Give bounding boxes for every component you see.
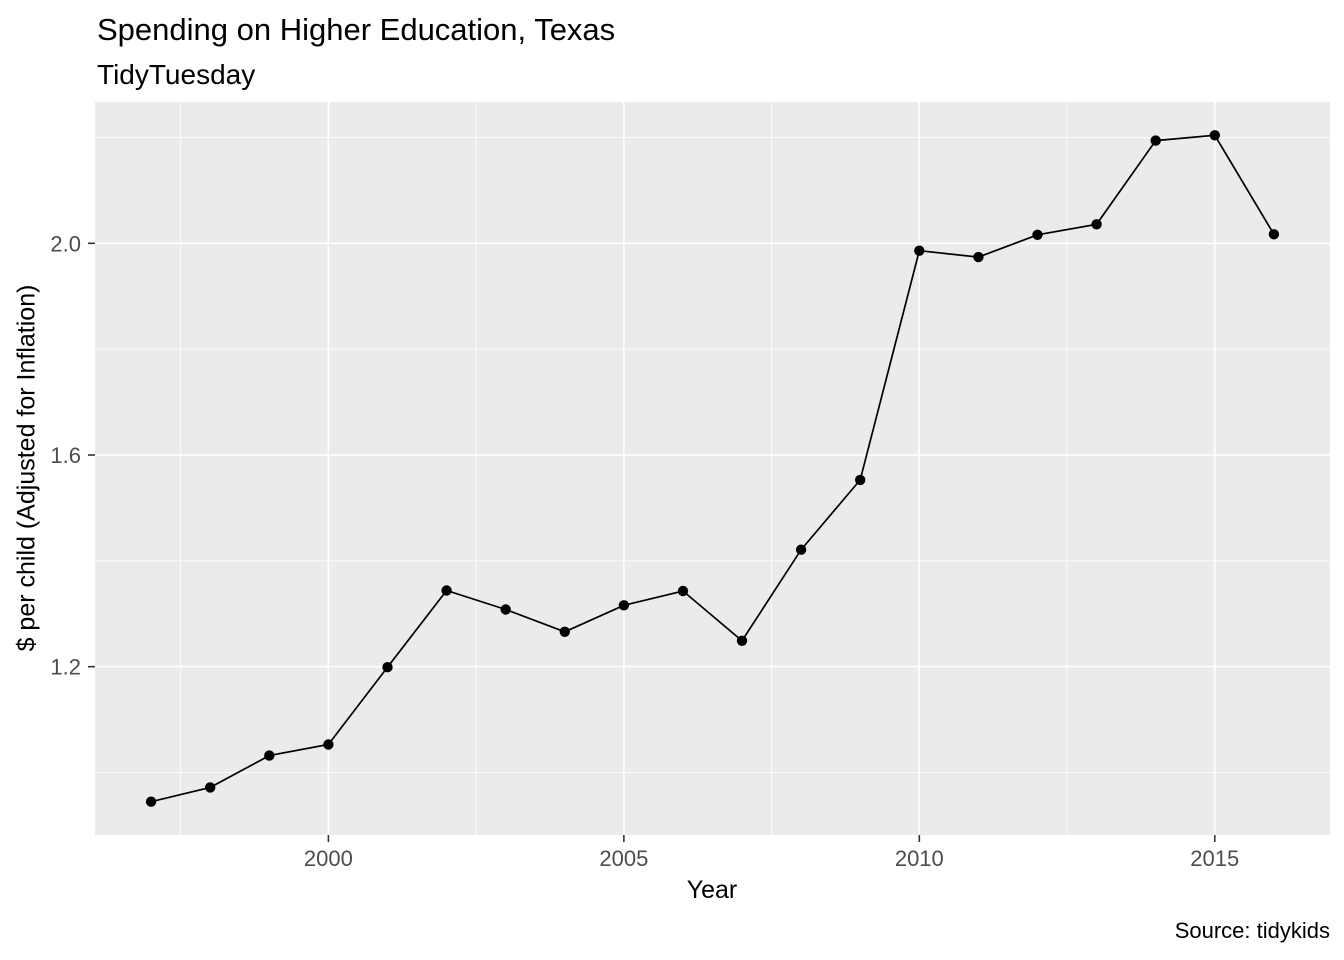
- data-point: [855, 474, 866, 486]
- data-point: [677, 585, 689, 597]
- data-point: [559, 626, 570, 637]
- data-point: [264, 750, 275, 761]
- y-axis-title: $ per child (Adjusted for Inflation): [12, 284, 41, 652]
- data-point: [441, 585, 452, 596]
- data-point: [1032, 229, 1043, 240]
- data-point: [618, 600, 630, 611]
- data-point: [1091, 219, 1102, 230]
- panel-background: [95, 102, 1330, 835]
- chart-title: Spending on Higher Education, Texas: [97, 12, 616, 47]
- x-tick-label: 2015: [1190, 846, 1239, 871]
- data-point: [795, 544, 807, 555]
- data-point: [382, 662, 393, 673]
- data-point: [1209, 130, 1221, 141]
- data-line: [150, 134, 1275, 803]
- data-point: [1150, 135, 1161, 146]
- data-point: [973, 251, 984, 263]
- y-tick-label: 2.0: [50, 231, 81, 256]
- chart-caption: Source: tidykids: [1174, 918, 1330, 943]
- data-point: [500, 604, 511, 615]
- x-axis-title: Year: [686, 876, 738, 904]
- x-tick-label: 2005: [599, 846, 648, 871]
- y-tick-label: 1.6: [50, 443, 81, 468]
- data-point: [205, 782, 216, 793]
- x-tick-label: 2000: [304, 846, 353, 871]
- data-point: [145, 796, 157, 807]
- chart-subtitle: TidyTuesday: [97, 59, 256, 90]
- data-point: [914, 245, 925, 256]
- data-point: [736, 635, 748, 646]
- x-tick-label: 2010: [895, 846, 944, 871]
- y-tick-label: 1.2: [50, 655, 81, 680]
- data-point: [323, 739, 334, 750]
- data-point: [1268, 229, 1280, 240]
